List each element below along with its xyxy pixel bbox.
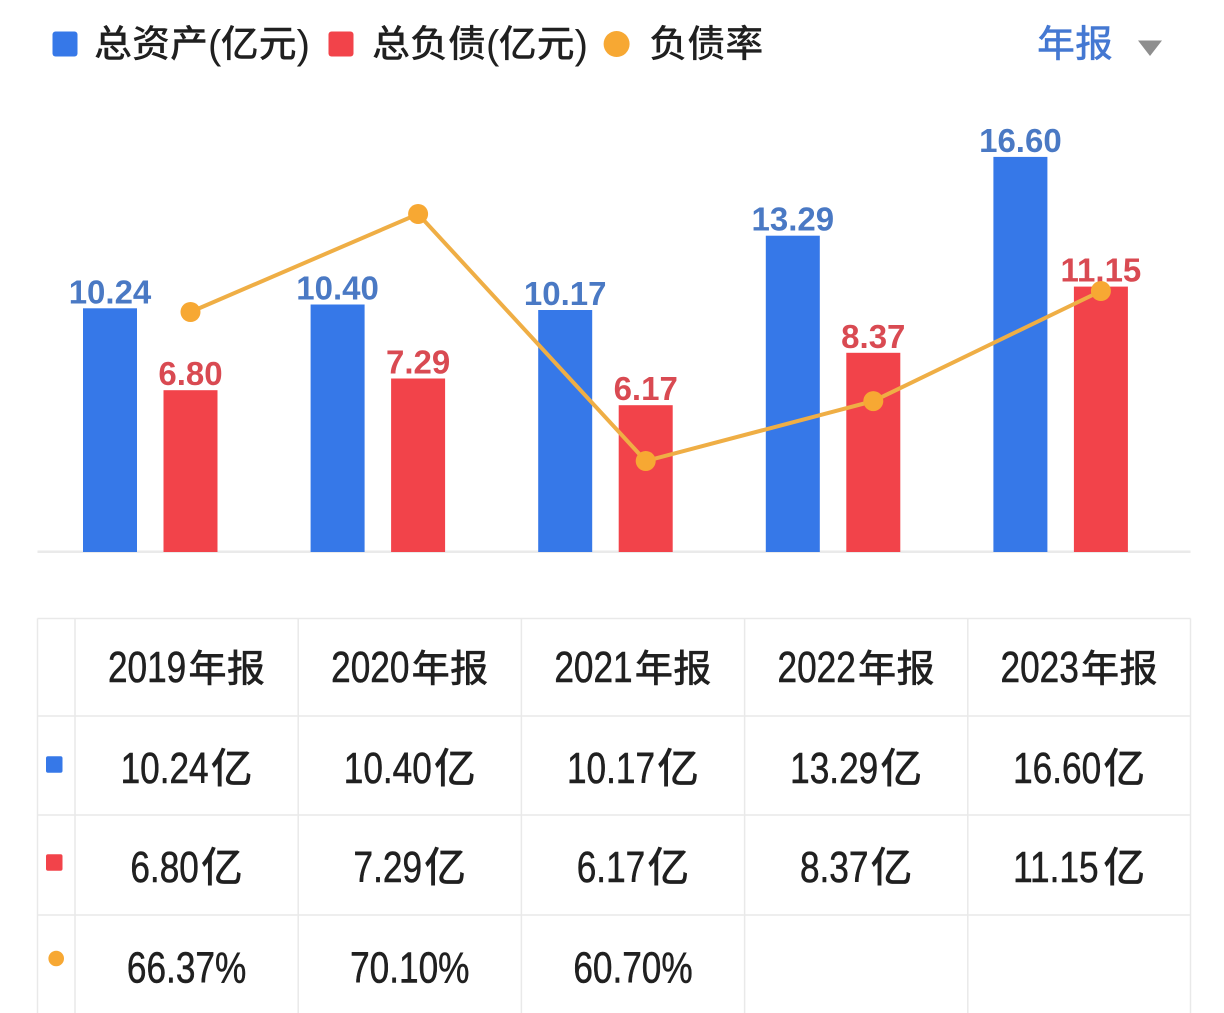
svg-text:): ) [575, 23, 588, 67]
svg-text:10.17: 10.17 [524, 275, 607, 312]
svg-text:13.29: 13.29 [790, 744, 878, 793]
svg-text:8.37: 8.37 [800, 843, 868, 892]
svg-text:10.24: 10.24 [121, 744, 209, 793]
svg-text:10.17: 10.17 [567, 744, 655, 793]
svg-text:(: ( [486, 23, 500, 67]
svg-text:2020: 2020 [331, 643, 409, 692]
svg-text:7.29: 7.29 [354, 843, 422, 892]
svg-text:16.60: 16.60 [1013, 744, 1101, 793]
svg-text:): ) [297, 23, 310, 67]
svg-text:(: ( [208, 23, 222, 67]
svg-text:6.17: 6.17 [614, 370, 678, 407]
svg-text:60.70%: 60.70% [573, 944, 692, 993]
svg-text:66.37%: 66.37% [127, 944, 246, 993]
svg-text:2019: 2019 [108, 643, 186, 692]
svg-text:6.80: 6.80 [130, 843, 198, 892]
svg-text:8.37: 8.37 [841, 318, 905, 355]
svg-text:6.80: 6.80 [158, 355, 222, 392]
svg-text:11.15: 11.15 [1013, 843, 1098, 892]
svg-text:10.40: 10.40 [344, 744, 432, 793]
svg-text:70.10%: 70.10% [350, 944, 469, 993]
svg-text:13.29: 13.29 [752, 201, 835, 238]
svg-text:2022: 2022 [778, 643, 856, 692]
svg-text:2023: 2023 [1001, 643, 1079, 692]
svg-text:7.29: 7.29 [386, 344, 450, 381]
svg-text:10.40: 10.40 [296, 269, 379, 306]
svg-text:6.17: 6.17 [577, 843, 645, 892]
svg-text:16.60: 16.60 [979, 122, 1062, 159]
svg-text:10.24: 10.24 [69, 273, 152, 310]
svg-text:2021: 2021 [554, 643, 632, 692]
